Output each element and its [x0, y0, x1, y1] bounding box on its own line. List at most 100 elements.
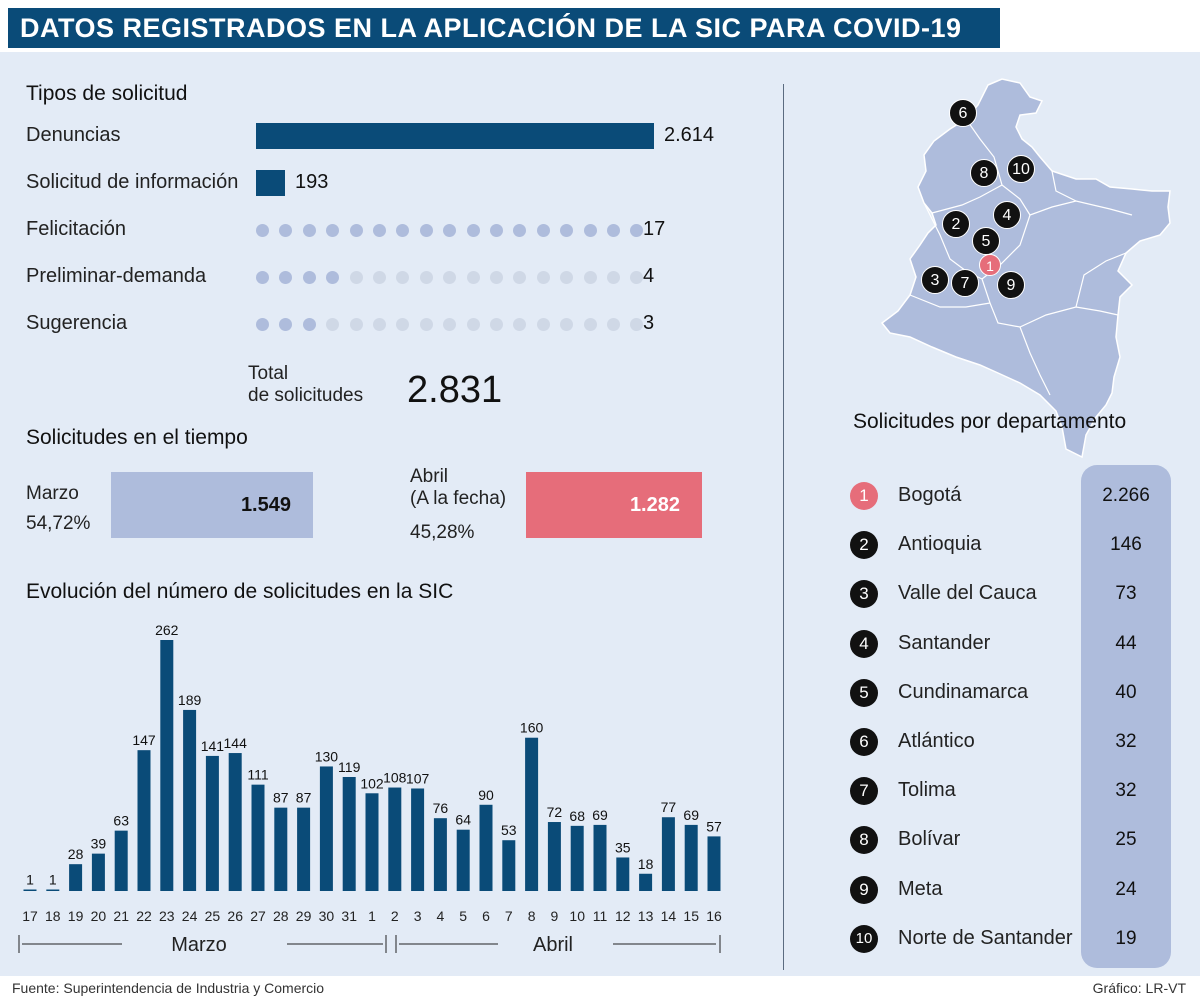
request-type-dot [302, 318, 316, 331]
chart-data-label: 111 [247, 767, 268, 783]
request-type-dot [513, 271, 527, 284]
request-type-dot [490, 224, 503, 237]
chart-tick-label: 27 [250, 908, 266, 924]
chart-data-label: 64 [455, 812, 471, 828]
chart-tick-label: 24 [182, 908, 198, 924]
chart-bar [684, 824, 698, 891]
chart-tick-label: 18 [45, 908, 61, 924]
chart-bar [319, 766, 333, 891]
chart-bar [639, 873, 653, 891]
department-value: 73 [1115, 583, 1137, 605]
chart-bar [661, 817, 675, 891]
department-value: 19 [1115, 927, 1137, 949]
request-type-dot [279, 318, 293, 331]
request-type-dot [419, 318, 433, 331]
total-label-line1: Total [248, 363, 289, 384]
chart-data-label: 1 [26, 872, 34, 888]
chart-bar [183, 709, 197, 891]
footer [0, 976, 1200, 1006]
department-value: 44 [1115, 632, 1137, 654]
april-value: 1.282 [629, 494, 680, 516]
request-type-dot [349, 271, 363, 284]
request-type-value: 2.614 [664, 124, 715, 146]
chart-data-label: 53 [501, 822, 517, 838]
chart-bar [160, 640, 174, 891]
department-value: 32 [1115, 731, 1137, 752]
chart-tick-label: 31 [341, 908, 357, 924]
request-type-dot [443, 271, 457, 284]
request-type-dot [373, 271, 386, 284]
department-value: 32 [1115, 780, 1137, 802]
chart-tick-label: 28 [273, 908, 289, 924]
departments-value-column [1081, 465, 1171, 968]
chart-tick-label: 11 [593, 908, 608, 924]
map-pin-5: 5 [972, 227, 1000, 255]
map-pin-2: 2 [942, 210, 970, 238]
chart-bar [707, 836, 721, 891]
request-type-dot [536, 271, 550, 284]
chart-data-label: 1 [49, 872, 57, 888]
department-value: 40 [1115, 681, 1137, 703]
chart-bar [570, 825, 584, 891]
map-pin-1: 1 [979, 254, 1001, 276]
department-name: Bogotá [898, 484, 962, 506]
department-rank-badge: 9 [850, 875, 878, 904]
chart-data-label: 130 [315, 748, 339, 764]
request-type-label: Sugerencia [26, 312, 128, 334]
department-name: Bolívar [898, 828, 961, 851]
chart-tick-label: 6 [482, 908, 490, 924]
chart-bar [616, 857, 630, 891]
request-type-dot [256, 224, 269, 237]
chart-bar [228, 753, 242, 891]
chart-bar [502, 840, 516, 891]
chart-bar [433, 818, 447, 891]
request-type-dot [349, 318, 363, 331]
request-type-dot [607, 318, 620, 331]
chart-data-label: 18 [638, 856, 654, 872]
request-type-value: 193 [295, 171, 329, 193]
request-type-dot [256, 318, 269, 331]
request-type-dot [396, 224, 410, 237]
chart-tick-label: 8 [528, 908, 536, 924]
chart-bar [23, 889, 37, 891]
chart-tick-label: 22 [136, 908, 152, 924]
request-type-dot [630, 318, 644, 331]
map-pin-8: 8 [970, 159, 998, 187]
request-type-dot [583, 271, 597, 284]
header: DATOS REGISTRADOS EN LA APLICACIÓN DE LA… [0, 0, 1200, 52]
colombia-map [880, 78, 1171, 459]
march-pct: 54,72% [26, 513, 91, 534]
request-type-dot [607, 271, 620, 284]
request-type-dot [560, 224, 574, 237]
april-label-line2: (A la fecha) [410, 488, 507, 509]
request-type-dot [419, 224, 433, 237]
chart-tick-label: 5 [459, 908, 467, 924]
request-type-label: Denuncias [26, 124, 121, 146]
chart-bar [69, 864, 83, 891]
total-label: Total de solicitudes [248, 363, 363, 407]
map-shape [880, 78, 1171, 459]
request-type-dot [302, 271, 316, 284]
april-label: Abril (A la fecha) [410, 466, 506, 510]
chart-tick-label: 20 [91, 908, 107, 924]
march-label: Marzo [26, 483, 79, 504]
request-type-value: 17 [643, 218, 666, 240]
chart-tick-label: 25 [205, 908, 221, 924]
chart-data-label: 68 [569, 808, 585, 824]
credit-note: Gráfico: LR-VT [1092, 980, 1186, 996]
chart-data-label: 147 [132, 732, 156, 748]
request-type-label: Felicitación [26, 218, 127, 240]
april-pct: 45,28% [410, 522, 475, 543]
chart-data-label: 72 [547, 804, 563, 820]
request-type-dot [396, 318, 410, 331]
departments-title: Solicitudes por departamento [853, 410, 1127, 433]
map-pin-9: 9 [997, 271, 1025, 299]
department-value: 146 [1110, 534, 1142, 556]
chart-tick-label: 10 [569, 908, 585, 924]
evolution-chart: 1171182819392063211472226223189241412514… [18, 622, 722, 956]
chart-tick-label: 23 [159, 908, 175, 924]
chart-data-label: 69 [592, 807, 608, 823]
chart-data-label: 189 [178, 692, 202, 708]
chart-data-label: 76 [433, 800, 449, 816]
chart-tick-label: 17 [22, 908, 38, 924]
